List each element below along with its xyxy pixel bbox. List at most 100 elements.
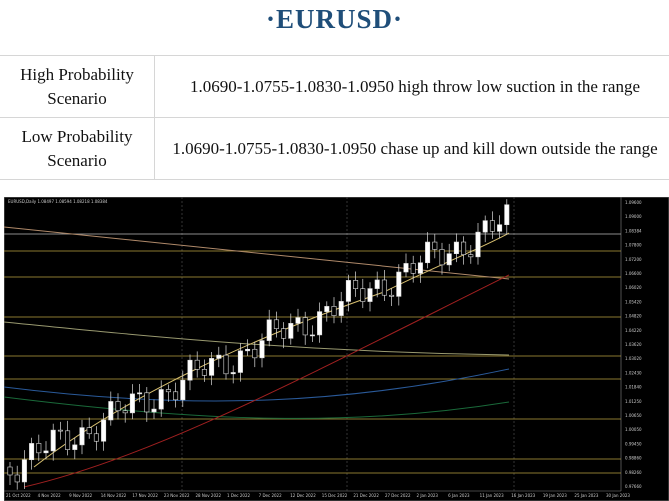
date-label: 23 Nov 2022 [164, 493, 190, 498]
candle-body [266, 319, 272, 341]
date-labels: 21 Oct 2022 4 Nov 2022 9 Nov 2022 14 Nov 20… [6, 493, 630, 498]
candle-body [101, 419, 107, 442]
candle-body [7, 466, 13, 476]
candle-body [72, 444, 78, 450]
candle-body [79, 427, 85, 446]
price-label: 1.01250 [625, 399, 642, 404]
date-label: 28 Nov 2022 [195, 493, 221, 498]
candle-body [86, 427, 92, 435]
candle-body [273, 319, 279, 329]
candle-body [93, 433, 99, 442]
candle-body [331, 306, 337, 316]
candle-body [137, 392, 143, 395]
price-label: 1.08384 [625, 228, 642, 233]
price-label: 1.09600 [625, 200, 642, 205]
date-label: 15 Dec 2022 [322, 493, 348, 498]
cell: High Probability Scenario [0, 55, 155, 118]
candle-body [165, 389, 171, 393]
candle-body [367, 288, 373, 302]
row: Low Probability Scenario 1.0690-1.0755-1… [0, 117, 669, 180]
row: High Probability Scenario 1.0690-1.0755-… [0, 55, 669, 118]
price-label: 1.01840 [625, 385, 642, 390]
date-label: 12 Dec 2022 [290, 493, 316, 498]
candle-body [281, 328, 287, 339]
date-label: 16 Jan 2023 [511, 493, 535, 498]
candle-body [324, 306, 330, 312]
candle-body [482, 220, 488, 233]
candle-body [151, 408, 157, 413]
date-label: 21 Oct 2022 [6, 493, 31, 498]
candle-body [461, 241, 467, 255]
date-label: 6 Jan 2023 [448, 493, 470, 498]
chart-screenshot: EURUSD,Daily 1.08497 1.08594 1.08218 1.0… [4, 197, 669, 501]
candle-body [237, 350, 243, 373]
date-label: 19 Jan 2023 [543, 493, 567, 498]
candle-body [446, 253, 452, 266]
price-label: 1.00650 [625, 413, 642, 418]
candle-body [43, 450, 49, 454]
candle-body [108, 401, 114, 421]
candle-body [439, 249, 445, 266]
date-label: 2 Jan 2023 [417, 493, 439, 498]
fib-levels [4, 233, 621, 474]
price-label: 1.04820 [625, 314, 642, 319]
candle-body [180, 379, 186, 401]
price-label: 1.05420 [625, 299, 642, 304]
price-label: 1.03620 [625, 342, 642, 347]
separators [181, 197, 515, 491]
price-label: 0.99450 [625, 441, 642, 446]
price-label: 1.00050 [625, 427, 642, 432]
price-label: 1.09000 [625, 214, 642, 219]
price-label: 1.03020 [625, 356, 642, 361]
candle-body [129, 393, 135, 414]
candle-body [252, 348, 258, 359]
candle-body [453, 241, 459, 255]
candle-body [403, 263, 409, 273]
candle-body [194, 359, 200, 370]
price-label: 1.06020 [625, 285, 642, 290]
candle-body [288, 323, 294, 339]
candle-body [209, 358, 215, 376]
cell: Low Probability Scenario [0, 117, 155, 180]
date-label: 25 Jan 2023 [574, 493, 598, 498]
candle-body [115, 401, 121, 412]
candle-body [21, 459, 27, 483]
price-label: 1.04220 [625, 328, 642, 333]
candle-body [345, 280, 351, 302]
candle-body [245, 348, 251, 352]
candle-body [201, 369, 207, 376]
candle-body [417, 262, 423, 274]
date-label: 11 Jan 2023 [480, 493, 504, 498]
chart-caption: EURUSD,Daily 1.08497 1.08594 1.08218 1.0… [8, 199, 108, 204]
date-label: 4 Nov 2022 [38, 493, 62, 498]
price-label: 1.07800 [625, 243, 642, 248]
price-label: 1.06600 [625, 271, 642, 276]
date-label: 30 Jan 2023 [606, 493, 630, 498]
cell: 1.0690-1.0755-1.0830-1.0950 high throw l… [154, 55, 669, 118]
candle-body [317, 311, 323, 336]
candle-body [29, 443, 35, 461]
candle-body [425, 241, 431, 264]
candle-body [302, 317, 308, 336]
candle-body [475, 231, 481, 258]
candle-body [216, 354, 222, 359]
candle-body [173, 391, 179, 401]
price-label: 0.98260 [625, 470, 642, 475]
candle-body [497, 224, 503, 232]
candle-body [36, 443, 42, 454]
candle-body [309, 334, 315, 337]
price-label: 0.97660 [625, 484, 642, 489]
date-label: 9 Nov 2022 [69, 493, 93, 498]
candle-body [50, 429, 56, 452]
candle-body [259, 340, 265, 359]
price-label: 0.98860 [625, 456, 642, 461]
candle-body [353, 280, 359, 289]
date-label: 21 Dec 2022 [353, 493, 379, 498]
candle-body [158, 389, 164, 410]
date-label: 14 Nov 2022 [101, 493, 127, 498]
candle-body [230, 372, 236, 375]
date-label: 27 Dec 2022 [385, 493, 411, 498]
candle-body [381, 279, 387, 296]
candle-body [432, 241, 438, 250]
